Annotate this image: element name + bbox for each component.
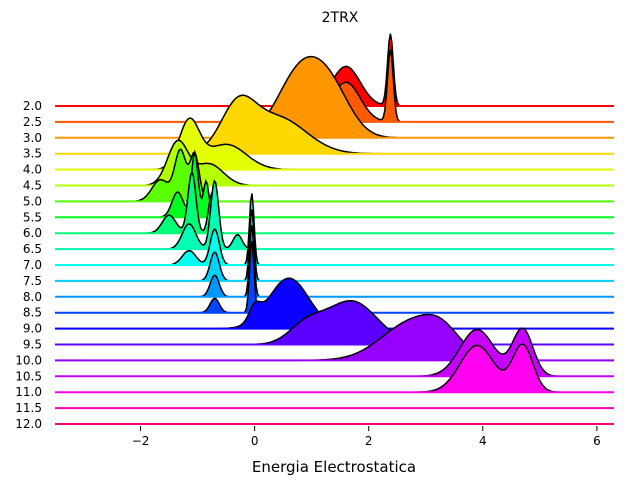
ridge-area-3.0 [55, 56, 614, 138]
y-tick-label: 10.0 [15, 353, 42, 367]
ridge-outline-4.5 [55, 139, 614, 187]
ridges [55, 33, 614, 425]
ridge-outline-8.5 [55, 241, 614, 314]
y-tick-label: 11.0 [15, 385, 42, 399]
y-tick-label: 5.0 [23, 194, 42, 208]
ridge-7.0 [55, 193, 614, 266]
ridge-area-7.0 [55, 193, 614, 265]
ridge-area-8.5 [55, 241, 614, 313]
y-tick-label: 7.0 [23, 258, 42, 272]
ridge-outline-6.5 [55, 179, 614, 250]
ridge-area-11.0 [55, 344, 614, 393]
ridge-8.0 [55, 225, 614, 298]
y-tick-label: 8.0 [23, 290, 42, 304]
ridge-6.0 [55, 169, 614, 235]
x-axis-label: Energia Electrostatica [252, 458, 416, 476]
x-axis: −2 0 2 4 6 [132, 426, 601, 448]
ridge-area-8.0 [55, 225, 614, 297]
ridge-outline-5.0 [55, 148, 614, 203]
y-tick-label: 6.0 [23, 226, 42, 240]
y-tick-label: 8.5 [23, 306, 42, 320]
ridge-area-6.0 [55, 171, 614, 234]
y-tick-label: 7.5 [23, 274, 42, 288]
y-tick-label: 10.5 [15, 369, 42, 383]
ridge-6.5 [55, 179, 614, 251]
ridge-outline-6.0 [55, 169, 614, 234]
x-tick-label: −2 [132, 434, 150, 448]
ridge-area-4.5 [55, 140, 614, 186]
ridge-4.5 [55, 139, 614, 187]
x-tick-label: 2 [365, 434, 373, 448]
ridge-outline-7.0 [55, 193, 614, 266]
ridge-7.5 [55, 209, 614, 282]
y-tick-label: 3.5 [23, 147, 42, 161]
chart-title: 2TRX [322, 10, 359, 26]
x-tick-label: 4 [479, 434, 487, 448]
ridge-area-9.5 [55, 300, 614, 345]
ridge-area-7.5 [55, 209, 614, 281]
y-tick-label: 12.0 [15, 417, 42, 431]
y-tick-labels: 2.0 2.5 3.0 3.5 4.0 4.55.0 5.5 6.0 6.5 7.0 7.5 8.0 8… [15, 99, 42, 431]
y-tick-label: 6.5 [23, 242, 42, 256]
y-tick-label: 4.0 [23, 163, 42, 177]
y-tick-label: 9.0 [23, 322, 42, 336]
ridge-3.0 [55, 55, 614, 139]
y-tick-label: 4.5 [23, 179, 42, 193]
y-tick-label: 2.0 [23, 99, 42, 113]
ridge-outline-7.5 [55, 209, 614, 282]
ridge-outline-8.0 [55, 225, 614, 298]
ridge-5.0 [55, 148, 614, 203]
ridge-area-6.5 [55, 181, 614, 250]
ridge-3.5 [55, 94, 614, 155]
ridge-area-5.0 [55, 149, 614, 202]
y-tick-label: 9.5 [23, 338, 42, 352]
ridge-11.0 [55, 343, 614, 394]
ridge-8.5 [55, 241, 614, 314]
y-tick-label: 11.5 [15, 401, 42, 415]
y-tick-label: 3.0 [23, 131, 42, 145]
x-tick-label: 6 [593, 434, 601, 448]
y-tick-label: 2.5 [23, 115, 42, 129]
x-tick-label: 0 [251, 434, 259, 448]
y-tick-label: 5.5 [23, 210, 42, 224]
